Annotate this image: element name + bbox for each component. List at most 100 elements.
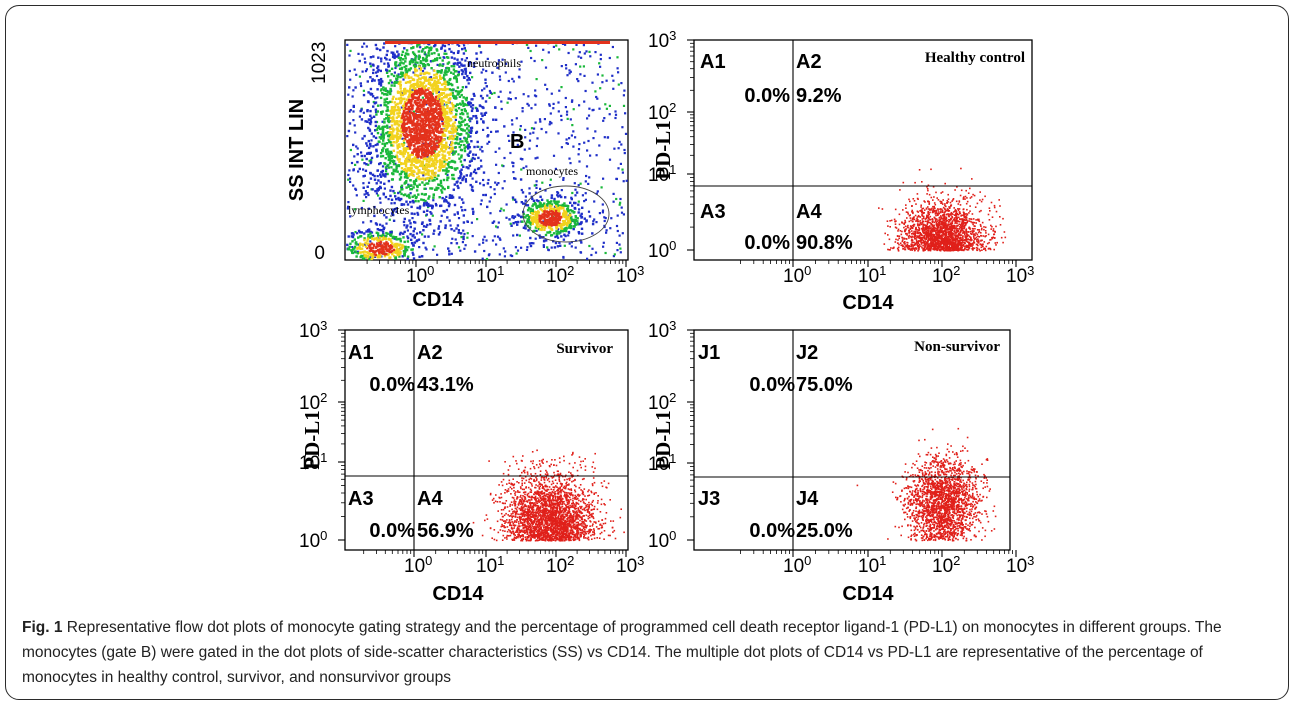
- density-dot: [417, 102, 420, 105]
- density-dot: [389, 88, 392, 92]
- density-dot: [567, 221, 570, 225]
- density-dot: [561, 203, 564, 207]
- event-dot: [914, 181, 916, 184]
- event-dot: [894, 241, 897, 243]
- density-dot: [445, 195, 448, 198]
- density-dot: [566, 74, 569, 77]
- density-dot: [428, 141, 432, 144]
- density-dot: [534, 89, 537, 92]
- density-dot: [398, 251, 402, 254]
- density-dot: [620, 211, 624, 214]
- density-dot: [452, 94, 455, 97]
- density-dot: [588, 176, 591, 179]
- density-dot: [594, 130, 597, 133]
- density-dot: [405, 104, 408, 107]
- density-dot: [482, 193, 485, 197]
- density-dot: [435, 112, 439, 115]
- density-dot: [466, 153, 469, 156]
- density-dot: [408, 147, 412, 150]
- density-dot: [528, 147, 531, 150]
- density-dot: [371, 249, 374, 253]
- density-dot: [586, 117, 589, 120]
- density-dot: [562, 41, 565, 44]
- density-dot: [535, 44, 538, 47]
- density-dot: [403, 137, 407, 140]
- density-dot: [554, 214, 557, 217]
- event-dot: [934, 218, 937, 220]
- density-dot: [584, 89, 587, 93]
- density-dot: [532, 220, 535, 223]
- density-dot: [412, 134, 415, 138]
- density-dot: [368, 228, 371, 231]
- density-dot: [574, 194, 577, 197]
- density-dot: [554, 211, 558, 214]
- density-dot: [400, 106, 403, 109]
- density-dot: [487, 178, 490, 182]
- density-dot: [393, 84, 396, 87]
- density-dot: [558, 217, 561, 220]
- density-dot: [463, 108, 466, 111]
- event-dot: [964, 215, 967, 218]
- density-dot: [402, 128, 405, 131]
- density-dot: [541, 41, 544, 44]
- density-dot: [579, 182, 582, 185]
- density-dot: [409, 222, 412, 225]
- density-dot: [437, 135, 440, 138]
- density-dot: [407, 107, 410, 111]
- density-dot: [390, 156, 393, 159]
- event-dot: [957, 224, 959, 227]
- density-dot: [393, 101, 396, 104]
- density-dot: [392, 235, 395, 238]
- density-dot: [539, 187, 542, 190]
- event-dot: [962, 235, 964, 237]
- density-dot: [595, 41, 598, 44]
- density-dot: [557, 132, 560, 135]
- density-dot: [376, 232, 380, 235]
- density-dot: [357, 170, 360, 173]
- density-dot: [398, 63, 402, 67]
- density-dot: [547, 218, 550, 221]
- density-dot: [416, 98, 419, 101]
- density-dot: [589, 55, 592, 58]
- event-dot: [919, 216, 922, 218]
- density-dot: [421, 181, 424, 184]
- density-dot: [538, 201, 542, 204]
- density-dot: [398, 255, 401, 258]
- density-dot: [413, 101, 416, 104]
- density-dot: [415, 161, 418, 164]
- density-dot: [414, 147, 417, 150]
- density-dot: [411, 195, 414, 198]
- density-dot: [348, 245, 351, 249]
- density-dot: [436, 160, 439, 164]
- density-dot: [402, 155, 405, 158]
- density-dot: [376, 142, 379, 145]
- density-dot: [541, 221, 544, 225]
- density-dot: [410, 130, 413, 133]
- density-dot: [448, 124, 452, 127]
- density-dot: [438, 93, 441, 97]
- density-dot: [430, 101, 433, 105]
- density-dot: [398, 145, 401, 148]
- density-dot: [442, 76, 445, 79]
- density-dot: [367, 118, 371, 121]
- density-dot: [380, 229, 383, 232]
- density-dot: [463, 137, 467, 140]
- density-dot: [366, 251, 370, 255]
- density-dot: [386, 62, 390, 65]
- density-dot: [486, 94, 489, 97]
- density-dot: [443, 200, 446, 203]
- density-dot: [523, 41, 526, 44]
- density-dot: [565, 142, 568, 145]
- density-dot: [406, 255, 410, 258]
- density-dot: [481, 41, 484, 44]
- density-dot: [501, 187, 504, 190]
- density-dot: [453, 203, 457, 207]
- density-dot: [495, 43, 498, 46]
- density-dot: [419, 98, 422, 102]
- density-dot: [401, 129, 405, 132]
- density-dot: [365, 68, 368, 71]
- density-dot: [550, 222, 553, 225]
- density-dot: [583, 41, 586, 44]
- density-dot: [450, 228, 453, 231]
- density-dot: [442, 134, 446, 137]
